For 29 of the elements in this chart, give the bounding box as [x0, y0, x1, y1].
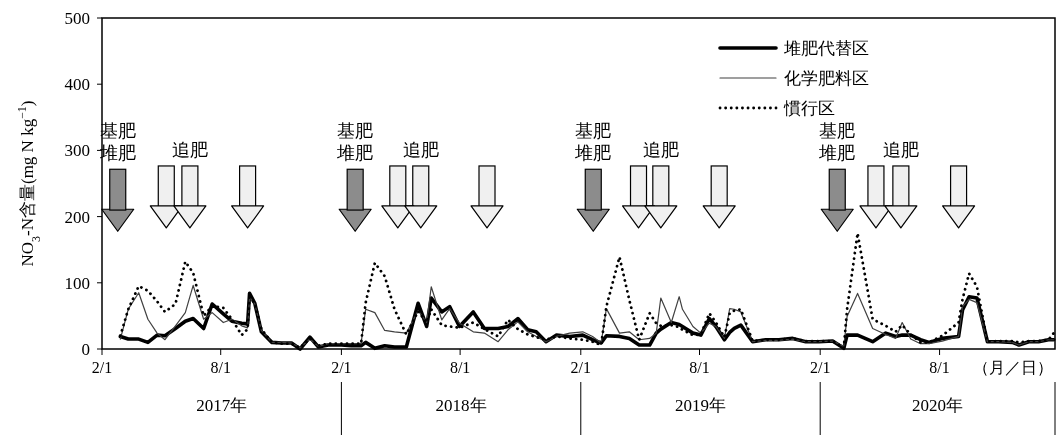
x-tick-label: 2/1 — [331, 359, 352, 376]
annotation: 追肥 — [642, 139, 679, 160]
y-tick-label: 400 — [64, 75, 90, 95]
x-tick-label: 8/1 — [689, 359, 710, 376]
x-tick-label: 2/1 — [570, 359, 592, 376]
x-tick-label: 2/1 — [809, 359, 831, 376]
annotation: 追肥 — [171, 139, 208, 160]
text: 2017年 — [196, 396, 248, 415]
annotation: 基肥堆肥 — [574, 121, 612, 164]
annotation: 基肥堆肥 — [818, 121, 856, 164]
annotation: 追肥 — [882, 139, 919, 160]
x-tick-label: 8/1 — [210, 359, 231, 376]
y-tick-label: 200 — [64, 207, 90, 227]
text: 2019年 — [674, 396, 726, 415]
legend-label: 化学肥料区 — [784, 69, 869, 88]
x-tick-label: 2/1 — [91, 359, 113, 376]
annotation: 追肥 — [402, 139, 439, 160]
legend-label: 慣行区 — [783, 99, 835, 118]
y-tick-label: 500 — [64, 9, 90, 28]
y-tick-label: 100 — [64, 273, 90, 293]
text: 2018年 — [435, 396, 487, 415]
x-tick-label: 8/1 — [929, 359, 950, 376]
legend-label: 堆肥代替区 — [783, 39, 869, 58]
y-tick-label: 0 — [81, 340, 90, 359]
annotation: 基肥堆肥 — [336, 121, 374, 164]
text: 2020年 — [912, 396, 964, 415]
y-tick-label: 300 — [64, 141, 90, 161]
x-tick-label: 8/1 — [449, 359, 471, 376]
x-axis-title: （月／日） — [973, 359, 1053, 376]
